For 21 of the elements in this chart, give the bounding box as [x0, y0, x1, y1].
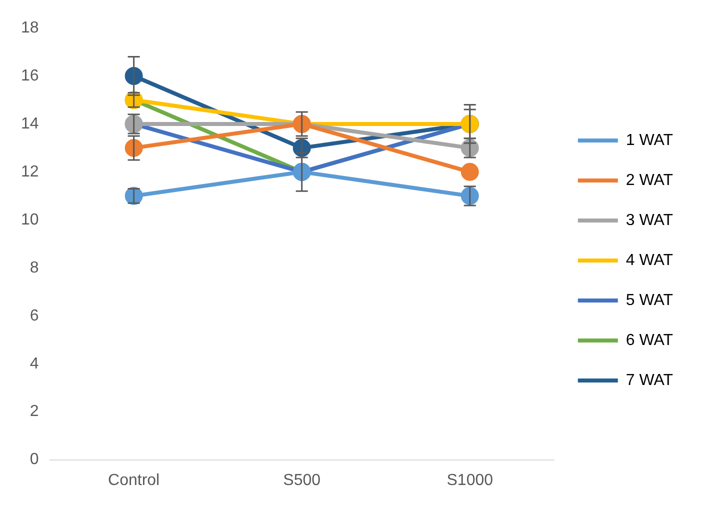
y-tick-label: 18	[21, 19, 39, 36]
legend-label: 2 WAT	[626, 172, 674, 189]
y-tick-label: 4	[30, 355, 39, 372]
y-tick-label: 12	[21, 163, 39, 180]
legend-label: 5 WAT	[626, 292, 674, 309]
point	[460, 162, 479, 181]
legend-label: 1 WAT	[626, 132, 674, 149]
x-tick-label: S500	[283, 472, 321, 489]
legend-label: 6 WAT	[626, 332, 674, 349]
y-tick-label: 2	[30, 403, 39, 420]
legend-label: 4 WAT	[626, 252, 674, 269]
y-tick-label: 14	[21, 115, 39, 132]
y-tick-label: 10	[21, 211, 39, 228]
legend-label: 7 WAT	[626, 372, 674, 389]
y-tick-label: 8	[30, 259, 39, 276]
y-tick-label: 16	[21, 67, 39, 84]
x-tick-label: Control	[108, 472, 160, 489]
y-tick-label: 6	[30, 307, 39, 324]
x-tick-label: S1000	[446, 472, 494, 489]
legend-label: 3 WAT	[626, 212, 674, 229]
y-tick-label: 0	[30, 451, 39, 468]
